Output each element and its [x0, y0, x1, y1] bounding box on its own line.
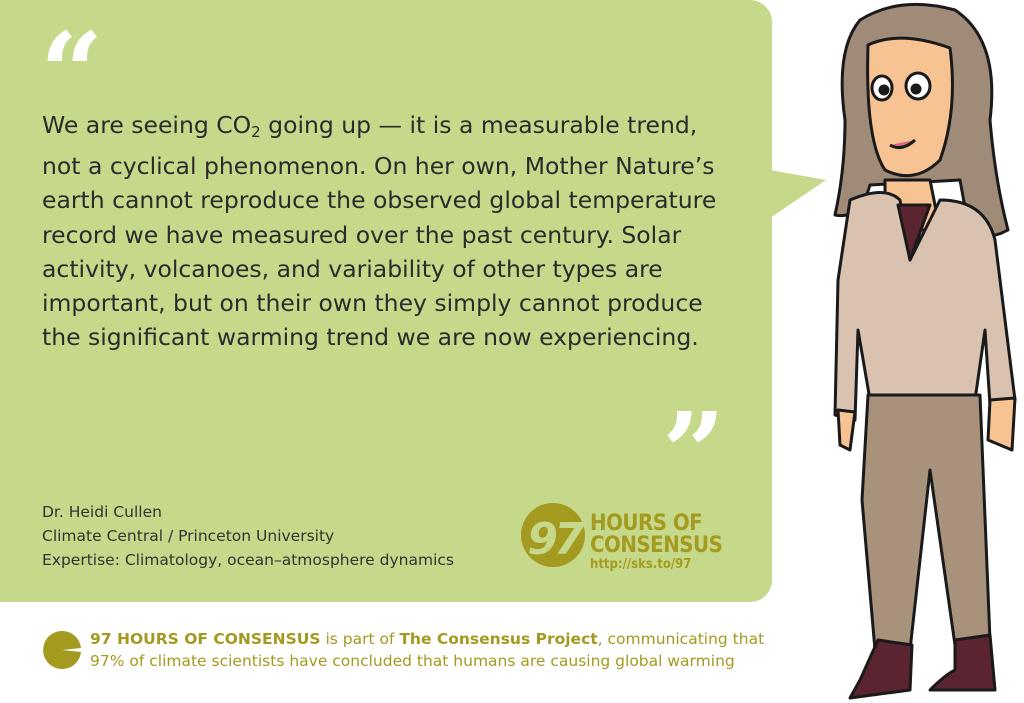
97-logo-icon: 97 — [521, 503, 589, 567]
cartoon-woman-illustration — [833, 2, 1017, 700]
attribution: Dr. Heidi Cullen Climate Central / Princ… — [42, 500, 454, 572]
quote-text: We are seeing CO2 going up — it is a mea… — [42, 111, 717, 352]
pie-97-icon — [43, 631, 81, 669]
speaker-name: Dr. Heidi Cullen — [42, 503, 162, 521]
open-quote-mark: “ — [40, 8, 104, 137]
speech-bubble — [0, 0, 772, 602]
logo-url[interactable]: http://sks.to/97 — [590, 557, 692, 572]
speaker-expertise: Expertise: Climatology, ocean–atmosphere… — [42, 551, 454, 569]
close-quote-mark: ” — [662, 388, 726, 517]
svg-text:97: 97 — [527, 514, 585, 565]
footer-text: 97 HOURS OF CONSENSUS is part of The Con… — [90, 630, 765, 670]
logo-text: HOURS OF CONSENSUS http://sks.to/97 — [590, 511, 723, 573]
speaker-affiliation: Climate Central / Princeton University — [42, 527, 335, 545]
